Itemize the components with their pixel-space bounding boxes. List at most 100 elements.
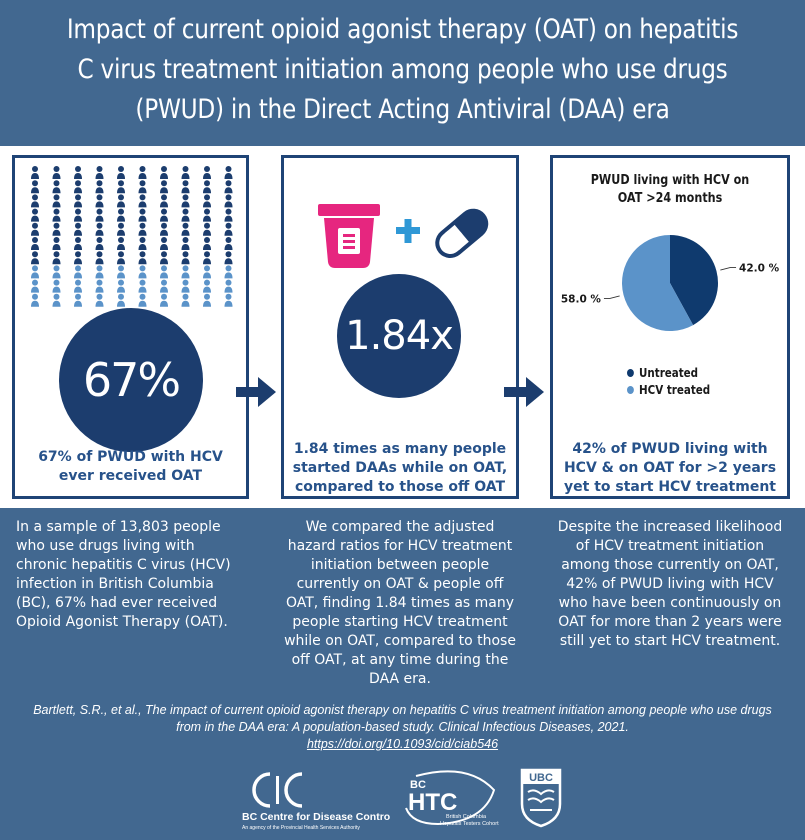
person-icon <box>224 222 233 236</box>
person-icon <box>203 222 211 236</box>
person-icon <box>52 208 61 222</box>
person-icon <box>74 251 82 265</box>
legend-item-hcv-treated: HCV treated <box>627 381 710 398</box>
person-icon <box>52 180 61 194</box>
person-icon <box>95 180 104 194</box>
page-title: Impact of current opioid agonist therapy… <box>66 14 739 125</box>
person-icon <box>31 194 39 208</box>
person-icon <box>117 222 125 236</box>
person-icon <box>181 265 190 279</box>
ubc-text: UBC <box>529 772 553 784</box>
person-icon <box>138 265 147 279</box>
panel-caption: 1.84 times as many people started DAAs w… <box>292 441 508 495</box>
capsule-icon <box>435 208 489 258</box>
bchtc-top: BC <box>410 779 426 791</box>
person-icon <box>224 265 233 279</box>
person-icon <box>117 293 125 307</box>
arrow-right-icon <box>236 377 276 407</box>
person-icon <box>181 279 190 293</box>
person-icon <box>117 194 125 208</box>
person-icon <box>138 208 147 222</box>
stat-value: 67% <box>82 353 181 407</box>
person-icon <box>95 293 104 307</box>
person-icon <box>203 208 211 222</box>
person-icon <box>138 293 147 307</box>
arrow-right-icon <box>504 377 544 407</box>
person-icon <box>160 237 168 250</box>
chart-title: PWUD living with HCV on OAT >24 months <box>590 173 750 206</box>
person-icon <box>95 208 104 222</box>
person-icon <box>160 251 168 265</box>
person-icon <box>74 208 82 222</box>
person-icon <box>74 180 82 194</box>
person-icon <box>31 251 39 265</box>
bccdc-name: BC Centre for Disease Control <box>242 811 390 823</box>
panel-caption: 42% of PWUD living with HCV & on OAT for… <box>563 441 777 495</box>
person-icon <box>95 222 104 236</box>
person-icon <box>138 251 147 265</box>
legend-label: HCV treated <box>639 382 711 397</box>
person-icon <box>31 237 39 250</box>
legend-swatch <box>627 368 634 377</box>
person-icon <box>74 237 82 250</box>
person-icon <box>138 194 147 208</box>
person-icon <box>117 180 125 194</box>
citation-text: Bartlett, S.R., et al., The impact of cu… <box>33 703 772 734</box>
person-icon <box>224 208 233 222</box>
bccdc-sub: An agency of the Provincial Health Servi… <box>242 825 360 831</box>
person-icon <box>181 166 190 179</box>
person-icon <box>224 279 233 293</box>
person-icon <box>224 166 233 179</box>
person-icon <box>52 251 61 265</box>
person-icon <box>117 265 125 279</box>
citation-doi-link[interactable]: https://doi.org/10.1093/cid/ciab546 <box>306 737 499 751</box>
person-icon <box>95 265 104 279</box>
ubc-logo: UBC <box>520 768 562 828</box>
treatment-icons <box>318 204 489 268</box>
person-icon <box>74 293 82 307</box>
panel-hazard-ratio: 1.84x 1.84 times as many people started … <box>281 155 519 499</box>
person-icon <box>160 208 168 222</box>
person-icon <box>52 222 61 236</box>
bchtc-main: HTC <box>408 789 457 816</box>
person-icon <box>52 166 61 179</box>
person-icon <box>31 208 39 222</box>
pie-data-label: 58.0 % <box>561 293 602 305</box>
person-icon <box>31 166 39 179</box>
person-icon <box>74 222 82 236</box>
person-icon <box>74 279 82 293</box>
person-icon <box>95 251 104 265</box>
person-icon <box>138 222 147 236</box>
legend-label: Untreated <box>639 365 699 380</box>
person-icon <box>95 237 104 250</box>
bchtc-logo: BC HTC British Columbia Hepatitis Tester… <box>405 770 499 827</box>
person-icon <box>181 222 190 236</box>
description-sample: In a sample of 13,803 people who use dru… <box>16 519 231 630</box>
person-icon <box>181 293 190 307</box>
person-icon <box>181 237 190 250</box>
person-icon <box>74 194 82 208</box>
person-icon <box>181 208 190 222</box>
pie-leader-line <box>720 267 737 271</box>
person-icon <box>138 279 147 293</box>
person-icon <box>203 180 211 194</box>
person-icon <box>31 279 39 293</box>
person-icon <box>117 166 125 179</box>
description-hazard: We compared the adjusted hazard ratios f… <box>284 519 516 687</box>
pie-data-label: 42.0 % <box>739 263 780 275</box>
person-icon <box>31 265 39 279</box>
person-icon <box>203 237 211 250</box>
description-untreated: Despite the increased likelihood of HCV … <box>557 519 783 649</box>
legend-swatch <box>627 385 634 394</box>
person-icon <box>181 251 190 265</box>
page-title-banner: Impact of current opioid agonist therapy… <box>0 0 805 140</box>
pie-slice-hcv-treated <box>622 235 694 331</box>
person-icon <box>160 279 168 293</box>
panel-caption: 67% of PWUD with HCV ever received OAT <box>38 449 223 484</box>
person-icon <box>203 279 211 293</box>
person-icon <box>74 166 82 179</box>
pie-chart: 42.0 % 58.0 % <box>561 235 780 331</box>
person-icon <box>117 279 125 293</box>
bchtc-sub2: Hepatitis Testers Cohort <box>440 821 499 827</box>
person-icon <box>181 194 190 208</box>
